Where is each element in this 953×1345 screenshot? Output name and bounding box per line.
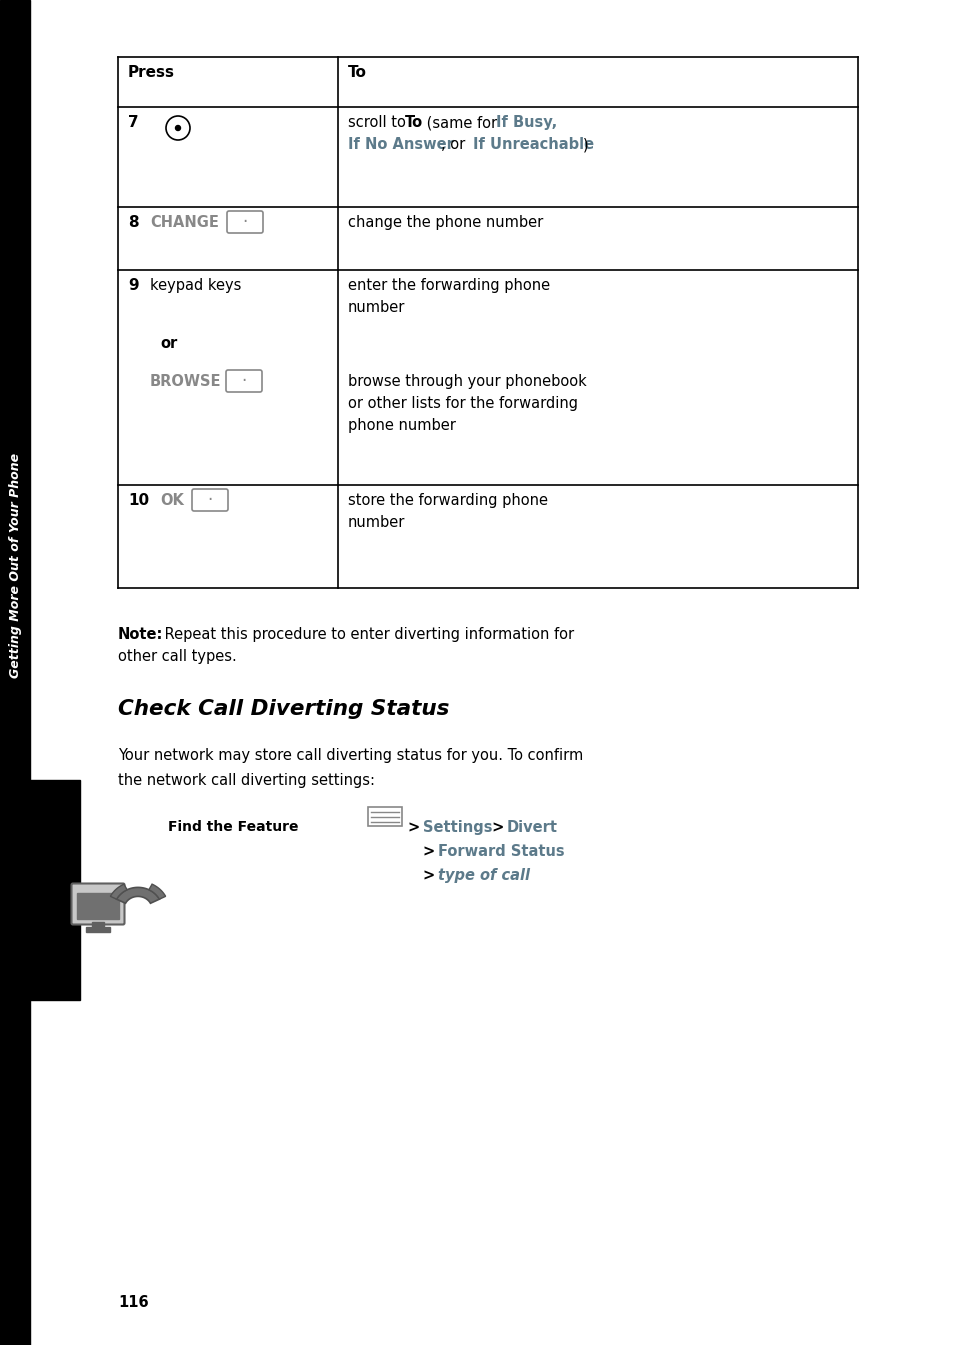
Text: ·: · bbox=[207, 491, 213, 508]
Text: To: To bbox=[348, 65, 367, 79]
Text: Note:: Note: bbox=[118, 627, 163, 642]
FancyBboxPatch shape bbox=[71, 884, 125, 924]
Text: store the forwarding phone: store the forwarding phone bbox=[348, 494, 547, 508]
Text: number: number bbox=[348, 300, 405, 315]
Text: or other lists for the forwarding: or other lists for the forwarding bbox=[348, 395, 578, 412]
Text: >: > bbox=[486, 820, 509, 835]
Text: 7: 7 bbox=[128, 116, 138, 130]
Text: (same for: (same for bbox=[421, 116, 501, 130]
Text: the network call diverting settings:: the network call diverting settings: bbox=[118, 773, 375, 788]
Text: ·: · bbox=[241, 373, 247, 390]
FancyBboxPatch shape bbox=[226, 370, 262, 391]
Polygon shape bbox=[116, 888, 159, 904]
Text: 116: 116 bbox=[118, 1295, 149, 1310]
Text: scroll to: scroll to bbox=[348, 116, 410, 130]
Polygon shape bbox=[111, 884, 127, 900]
Bar bbox=[91, 923, 104, 928]
Text: 8: 8 bbox=[128, 215, 138, 230]
Text: Divert: Divert bbox=[506, 820, 558, 835]
Text: Your network may store call diverting status for you. To confirm: Your network may store call diverting st… bbox=[118, 748, 582, 763]
Text: OK: OK bbox=[160, 494, 184, 508]
Text: >: > bbox=[408, 820, 425, 835]
Text: If Unreachable: If Unreachable bbox=[473, 137, 594, 152]
Text: browse through your phonebook: browse through your phonebook bbox=[348, 374, 586, 389]
Text: change the phone number: change the phone number bbox=[348, 215, 542, 230]
Polygon shape bbox=[149, 884, 166, 900]
Text: Find the Feature: Find the Feature bbox=[168, 820, 298, 834]
Text: 10: 10 bbox=[128, 494, 149, 508]
Text: Check Call Diverting Status: Check Call Diverting Status bbox=[118, 699, 449, 720]
Text: phone number: phone number bbox=[348, 418, 456, 433]
Bar bbox=[77, 893, 119, 919]
Bar bbox=[0, 0, 30, 1345]
Text: or: or bbox=[160, 336, 177, 351]
Text: ·: · bbox=[242, 213, 248, 231]
Text: other call types.: other call types. bbox=[118, 650, 236, 664]
Text: Getting More Out of Your Phone: Getting More Out of Your Phone bbox=[9, 452, 22, 678]
FancyBboxPatch shape bbox=[192, 490, 228, 511]
Bar bbox=[86, 927, 110, 932]
Bar bbox=[30, 780, 80, 999]
Text: If No Answer: If No Answer bbox=[348, 137, 454, 152]
Circle shape bbox=[175, 125, 180, 130]
Text: CHANGE: CHANGE bbox=[150, 215, 218, 230]
Text: >: > bbox=[422, 845, 440, 859]
Text: 9: 9 bbox=[128, 278, 138, 293]
Text: type of call: type of call bbox=[437, 868, 530, 884]
Text: >: > bbox=[422, 868, 440, 884]
Text: , or: , or bbox=[440, 137, 470, 152]
Text: ): ) bbox=[582, 137, 588, 152]
Text: To: To bbox=[405, 116, 423, 130]
Text: enter the forwarding phone: enter the forwarding phone bbox=[348, 278, 550, 293]
Text: keypad keys: keypad keys bbox=[150, 278, 241, 293]
Text: number: number bbox=[348, 515, 405, 530]
FancyBboxPatch shape bbox=[227, 211, 263, 233]
FancyBboxPatch shape bbox=[368, 807, 401, 826]
Text: If Busy,: If Busy, bbox=[496, 116, 557, 130]
Text: BROWSE: BROWSE bbox=[150, 374, 221, 389]
Text: Forward Status: Forward Status bbox=[437, 845, 564, 859]
Text: Settings: Settings bbox=[422, 820, 492, 835]
Text: Press: Press bbox=[128, 65, 174, 79]
Text: Repeat this procedure to enter diverting information for: Repeat this procedure to enter diverting… bbox=[160, 627, 574, 642]
